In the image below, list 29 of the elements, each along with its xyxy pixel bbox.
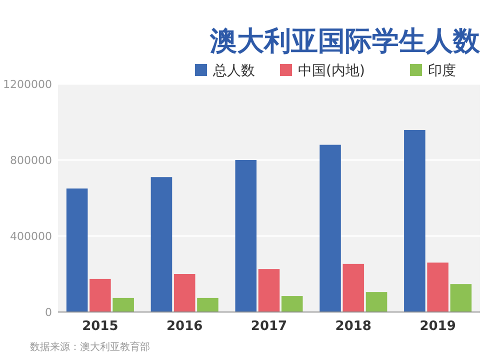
bar bbox=[174, 274, 196, 312]
bar bbox=[90, 278, 111, 312]
bar bbox=[258, 269, 280, 312]
y-tick-label: 400000 bbox=[10, 230, 52, 243]
bar bbox=[427, 262, 448, 312]
bar bbox=[366, 292, 388, 312]
x-tick-label: 2017 bbox=[250, 319, 288, 334]
legend-label: 总人数 bbox=[212, 63, 255, 79]
bar bbox=[197, 298, 218, 312]
chart-title: 澳大利亚国际学生人数 bbox=[209, 26, 481, 57]
bar bbox=[112, 298, 134, 312]
bar bbox=[320, 144, 341, 312]
bar bbox=[150, 177, 172, 312]
bar bbox=[235, 160, 257, 312]
legend-label: 印度 bbox=[428, 63, 456, 79]
y-tick-label: 0 bbox=[45, 306, 52, 319]
bar bbox=[450, 284, 472, 312]
legend-label: 中国(内地) bbox=[298, 63, 365, 79]
bar bbox=[66, 188, 88, 312]
x-tick-label: 2019 bbox=[420, 319, 456, 334]
y-tick-label: 1200000 bbox=[3, 78, 52, 91]
bar bbox=[342, 264, 364, 312]
bar bbox=[281, 296, 303, 312]
bar bbox=[404, 130, 426, 312]
source-note: 数据来源：澳大利亚教育部 bbox=[30, 341, 150, 353]
x-tick-label: 2015 bbox=[82, 319, 118, 334]
x-tick-label: 2016 bbox=[166, 319, 203, 334]
y-tick-label: 800000 bbox=[10, 154, 52, 167]
x-tick-label: 2018 bbox=[335, 319, 372, 334]
